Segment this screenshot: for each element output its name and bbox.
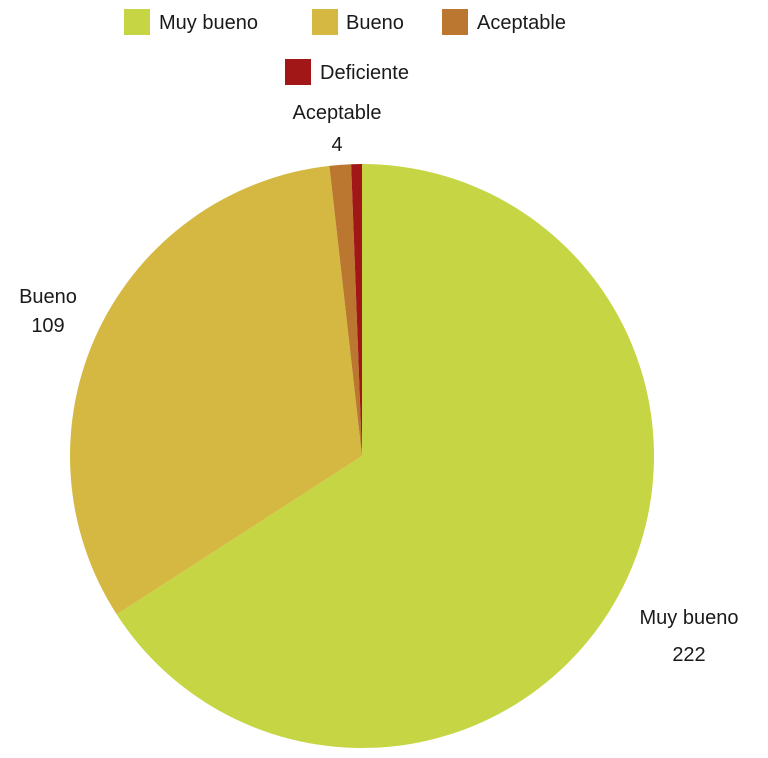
pie-slice-deficiente (351, 163, 362, 456)
legend-label-deficiente: Deficiente (320, 62, 409, 84)
pie-slices (70, 163, 654, 748)
legend-entry-muy-bueno: Muy bueno (124, 9, 258, 35)
pie-slice-aceptable (329, 164, 362, 456)
legend-entry-bueno: Bueno (312, 9, 404, 35)
legend-entry-aceptable: Aceptable (442, 9, 566, 35)
data-label-bueno: Bueno 109 (19, 286, 77, 337)
pie-slice-muy-bueno (116, 164, 654, 748)
data-label-bueno-value: 109 (31, 315, 64, 337)
legend-label-bueno: Bueno (346, 12, 404, 34)
data-label-aceptable-value: 4 (331, 134, 342, 156)
data-label-muy-bueno-category: Muy bueno (640, 607, 739, 629)
legend-swatch-muy-bueno (124, 9, 150, 35)
data-label-muy-bueno: Muy bueno 222 (640, 607, 739, 666)
data-label-aceptable-category: Aceptable (293, 102, 382, 124)
data-label-bueno-category: Bueno (19, 286, 77, 308)
legend: Muy bueno Bueno Aceptable Deficiente (124, 9, 566, 85)
legend-label-aceptable: Aceptable (477, 12, 566, 34)
legend-swatch-aceptable (442, 9, 468, 35)
legend-swatch-deficiente (285, 59, 311, 85)
legend-swatch-bueno (312, 9, 338, 35)
legend-entry-deficiente: Deficiente (285, 59, 409, 85)
data-label-aceptable: Aceptable 4 (293, 102, 382, 156)
data-labels: Aceptable 4 Bueno 109 Muy bueno 222 (19, 102, 738, 666)
legend-label-muy-bueno: Muy bueno (159, 12, 258, 34)
data-label-muy-bueno-value: 222 (672, 644, 705, 666)
pie-slice-bueno (70, 165, 362, 615)
